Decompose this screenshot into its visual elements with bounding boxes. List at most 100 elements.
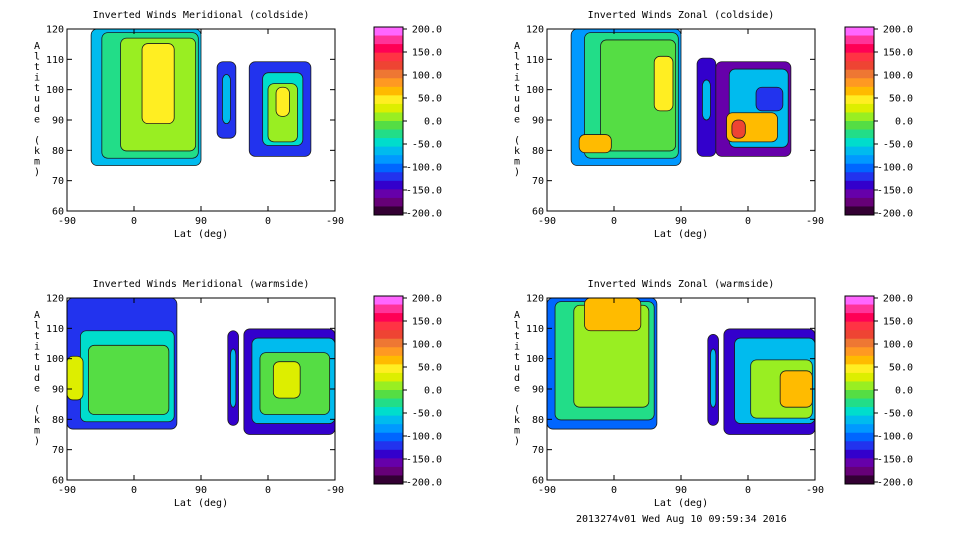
x-axis-label: Lat (deg): [654, 229, 708, 240]
colorbar-tick-label: -200.0: [406, 209, 442, 220]
colorbar-swatch: [845, 338, 874, 348]
colorbar-tick-label: 0.0: [424, 117, 442, 128]
colorbar-tick-label: -100.0: [877, 432, 913, 443]
x-tick-label: 90: [675, 485, 687, 496]
footer-timestamp: 2013274v01 Wed Aug 10 09:59:34 2016: [576, 514, 787, 525]
field-region-12: [731, 119, 746, 139]
colorbar-tick-label: 200.0: [883, 25, 913, 36]
colorbar-swatch: [374, 129, 403, 139]
colorbar-swatch: [845, 441, 874, 451]
colorbar-swatch: [374, 398, 403, 408]
field-region-6: [222, 74, 231, 125]
colorbar-tick-label: -50.0: [412, 409, 442, 420]
colorbar-swatch: [374, 180, 403, 190]
x-tick-label: -90: [58, 485, 76, 496]
field-region-4: [66, 355, 84, 401]
colorbar-tick-label: -150.0: [406, 455, 442, 466]
y-tick-label: 70: [532, 445, 544, 456]
y-tick-label: 70: [532, 176, 544, 187]
x-tick-label: -90: [538, 485, 556, 496]
colorbar-tick-label: -200.0: [877, 209, 913, 220]
colorbar-tick-label: 100.0: [883, 71, 913, 82]
x-tick-label: -90: [806, 216, 824, 227]
x-axis-label: Lat (deg): [654, 498, 708, 509]
x-tick-label: 90: [675, 216, 687, 227]
colorbar-tick-label: -150.0: [406, 186, 442, 197]
colorbar-tick-label: 200.0: [412, 25, 442, 36]
x-tick-label: 90: [195, 216, 207, 227]
y-tick-label: 110: [46, 55, 64, 66]
x-tick-label: 0: [131, 485, 137, 496]
colorbar-swatch: [374, 197, 403, 207]
colorbar-swatch: [845, 206, 874, 216]
colorbar-swatch: [845, 347, 874, 357]
y-tick-label: 110: [526, 55, 544, 66]
colorbar-swatch: [845, 61, 874, 71]
y-tick-label: 100: [526, 354, 544, 365]
y-tick-label: 90: [532, 385, 544, 396]
field-region-3: [88, 344, 170, 415]
field-region-4: [653, 55, 674, 112]
field-region-7: [702, 79, 711, 121]
colorbar-swatch: [374, 304, 403, 314]
colorbar-tick-label: -100.0: [406, 432, 442, 443]
colorbar-swatch: [374, 78, 403, 88]
colorbar-swatch: [845, 163, 874, 173]
colorbar-tick-label: 0.0: [895, 386, 913, 397]
y-tick-label: 80: [532, 415, 544, 426]
colorbar-swatch: [374, 52, 403, 62]
colorbar-swatch: [374, 172, 403, 182]
y-tick-label: 110: [46, 324, 64, 335]
colorbar-swatch: [845, 69, 874, 79]
colorbar-tick-label: 50.0: [889, 94, 913, 105]
colorbar-swatch: [374, 381, 403, 391]
colorbar-swatch: [374, 330, 403, 340]
colorbar: 200.0 150.0 100.0 50.0 0.0 -50.0 -100.0 -150.0 -…: [844, 25, 913, 220]
chart-panel-2: Inverted Winds Zonal (coldside) 120 110 100…: [514, 10, 913, 240]
y-tick-label: 120: [526, 25, 544, 36]
y-tick-label: 90: [52, 385, 64, 396]
colorbar-swatch: [374, 86, 403, 96]
x-tick-label: -90: [326, 485, 344, 496]
colorbar-tick-label: -150.0: [877, 455, 913, 466]
colorbar-swatch: [845, 112, 874, 122]
colorbar-swatch: [845, 424, 874, 434]
chart-panel-3: Inverted Winds Meridional (warmside) 120 1…: [34, 279, 442, 509]
colorbar-swatch: [845, 44, 874, 54]
colorbar-swatch: [845, 458, 874, 468]
colorbar-tick-label: -50.0: [883, 409, 913, 420]
colorbar-swatch: [845, 155, 874, 165]
y-tick-label: 110: [526, 324, 544, 335]
colorbar-swatch: [845, 355, 874, 365]
colorbar-swatch: [845, 129, 874, 139]
colorbar-tick-label: 50.0: [889, 363, 913, 374]
colorbar-swatch: [845, 197, 874, 207]
x-tick-label: 0: [611, 216, 617, 227]
colorbar-swatch: [374, 206, 403, 216]
colorbar-swatch: [374, 103, 403, 113]
colorbar-swatch: [374, 69, 403, 79]
colorbar-swatch: [845, 364, 874, 374]
colorbar-swatch: [374, 415, 403, 425]
colorbar-swatch: [845, 466, 874, 476]
x-tick-label: -90: [58, 216, 76, 227]
y-tick-label: 80: [532, 146, 544, 157]
colorbar-tick-label: 50.0: [418, 94, 442, 105]
colorbar-swatch: [374, 475, 403, 485]
colorbar-swatch: [374, 44, 403, 54]
colorbar-swatch: [374, 61, 403, 71]
field-region-10: [275, 86, 290, 117]
x-tick-label: 0: [265, 216, 271, 227]
field-region-10: [779, 370, 813, 408]
colorbar-swatch: [374, 372, 403, 382]
colorbar-swatch: [374, 296, 403, 306]
colorbar-swatch: [845, 296, 874, 306]
x-tick-label: 0: [131, 216, 137, 227]
colorbar-swatch: [845, 95, 874, 105]
colorbar-swatch: [374, 163, 403, 173]
colorbar-tick-label: 100.0: [412, 340, 442, 351]
